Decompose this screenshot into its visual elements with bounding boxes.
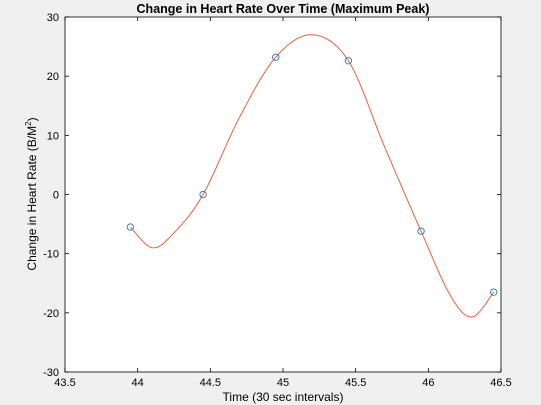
y-tick-label: 10 bbox=[47, 130, 59, 142]
data-point bbox=[272, 53, 280, 61]
y-tick-label: -10 bbox=[43, 249, 59, 261]
y-axis-label: Change in Heart Rate (B/M2) bbox=[24, 117, 39, 270]
x-tick-label: 43.5 bbox=[54, 377, 75, 389]
ticks bbox=[64, 16, 502, 373]
data-point bbox=[199, 190, 207, 199]
x-tick-label: 46 bbox=[422, 377, 434, 389]
data-point bbox=[417, 227, 425, 235]
y-tick-label: -30 bbox=[43, 367, 59, 379]
y-axis-label-main: Change in Heart Rate (B/M bbox=[25, 126, 39, 271]
x-tick-label: 44.5 bbox=[200, 377, 221, 389]
tick-labels: 43.5 44 44.5 45 45.5 46 46.5 -30 -20 -10 0 10 20 30 bbox=[43, 12, 512, 389]
y-axis-label-superscript: 2 bbox=[24, 121, 33, 126]
data-point bbox=[490, 288, 498, 296]
fit-curve-line bbox=[130, 34, 495, 318]
x-tick-label: 45 bbox=[277, 377, 289, 389]
x-axis-label: Time (30 sec intervals) bbox=[223, 390, 344, 404]
x-tick-label: 44 bbox=[132, 377, 144, 389]
chart-title: Change in Heart Rate Over Time (Maximum … bbox=[137, 2, 430, 16]
y-tick-label: -20 bbox=[43, 308, 59, 320]
y-tick-label: 30 bbox=[47, 12, 59, 24]
data-point bbox=[126, 223, 135, 231]
y-axis-label-close: ) bbox=[25, 117, 39, 121]
y-tick-label: 20 bbox=[47, 71, 59, 83]
data-point bbox=[344, 57, 353, 65]
plot-area bbox=[64, 16, 502, 373]
x-tick-label: 45.5 bbox=[345, 377, 366, 389]
y-tick-label: 0 bbox=[53, 190, 59, 202]
x-tick-label: 46.5 bbox=[490, 377, 511, 389]
data-points bbox=[126, 53, 498, 296]
